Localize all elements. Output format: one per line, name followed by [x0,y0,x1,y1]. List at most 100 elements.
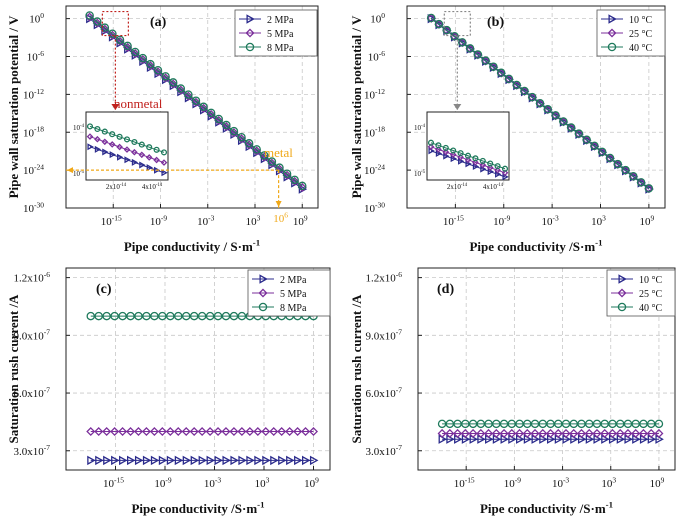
legend-marker [245,42,255,52]
data-point [222,455,231,466]
inset-point [464,156,472,164]
y-tick-label: 3.0x10-7 [366,443,403,458]
legend-marker [245,28,255,38]
zoom-region-box [101,10,129,37]
panel-label: (c) [96,282,112,297]
x-axis-title: Pipe conductivity /S·m-1 [469,238,602,254]
data-point [607,428,617,438]
data-point [576,428,587,438]
data-point [181,427,191,437]
data-point [150,311,159,321]
inset-series [427,143,509,177]
legend-label: 10 °C [629,15,652,26]
inset-point [427,143,435,151]
data-point [574,129,584,138]
data-point [94,427,104,437]
metal-arrow-down [275,201,282,207]
data-point [590,141,599,151]
data-point [85,12,95,22]
data-point [134,455,144,466]
data-point [191,96,201,105]
data-point [111,455,120,466]
zoom-region-box [443,10,471,37]
data-point [491,428,501,438]
chart-panel-b: 10-15 10-9 10-3 103 109 100 10-6 10-12 10-18 10-2… [349,5,666,254]
data-point [559,117,568,126]
legend-marker [608,14,617,24]
data-point [213,311,223,321]
data-point [512,80,521,90]
data-point [282,169,292,178]
data-point [582,135,591,144]
data-point [183,91,193,101]
data-point [199,103,209,113]
data-point [260,151,269,160]
data-point [434,19,444,29]
inset-series [86,133,168,166]
data-point [138,53,148,63]
inset-x-tick: 4x10-14 [483,183,504,191]
x-tick-label: 10-3 [552,475,569,490]
inset-point [464,152,472,159]
inset-point [501,165,509,172]
legend-marker [618,274,627,284]
data-point [262,455,271,466]
data-point [189,311,199,321]
plot-frame-d [417,267,676,471]
inset-point [94,125,101,133]
y-tick-label: 10-24 [23,163,44,178]
data-point [623,428,633,438]
data-point [309,455,319,466]
inset-point [160,159,168,166]
inset-line [430,146,506,174]
y-tick-label: 9.0x10-7 [14,328,51,343]
inset-series [86,123,168,156]
data-point [102,427,112,437]
inset-series [427,139,509,172]
data-point [282,170,292,180]
data-point [244,139,254,148]
data-point [302,455,311,466]
series-2-mpa [87,455,319,466]
data-point [638,428,648,438]
data-point [86,311,96,321]
data-point [94,311,103,321]
series-8-mpa [85,11,307,191]
data-point [481,56,490,65]
data-point [597,147,607,157]
x-axis-title: Pipe conductivity /S·m-1 [480,500,613,516]
y-tick-label: 100 [29,11,44,26]
data-point [285,427,295,437]
data-point [244,140,254,150]
data-point [161,72,170,81]
legend-label: 10 °C [639,275,662,286]
data-point [213,427,223,437]
data-point [484,428,494,438]
data-point [274,164,284,174]
data-point [123,42,133,53]
data-point [245,427,255,437]
metal-label: metal [264,145,293,160]
data-point [197,427,207,437]
data-point [308,427,319,437]
inset-x-tick: 4x10-14 [142,183,163,191]
data-point [189,427,199,437]
x-tick-label: 10-9 [154,475,171,490]
inset-point [145,154,153,161]
data-point [522,428,532,438]
data-point [275,163,284,172]
data-point [654,428,664,438]
x-tick-label: 10-3 [542,213,559,228]
y-tick-label: 1.2x10-6 [14,270,51,285]
data-point [141,427,151,437]
legend-label: 40 °C [639,303,662,314]
inset-point [86,123,94,130]
y-tick-label: 9.0x10-7 [366,328,403,343]
data-point [173,427,183,437]
inset-point [117,153,124,161]
series-line [89,16,303,188]
legend-b: 10 °C 25 °C 40 °C [596,9,666,57]
inset-point [494,163,501,170]
data-point [197,311,207,321]
data-point [134,311,143,321]
